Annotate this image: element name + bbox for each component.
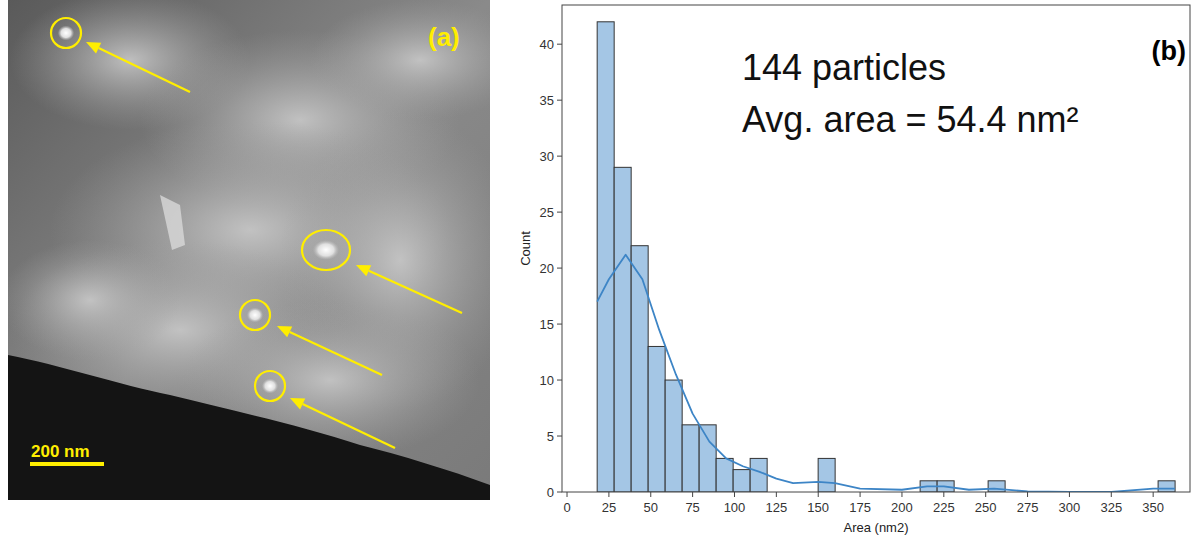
x-tick-label: 100 xyxy=(724,500,746,515)
y-tick xyxy=(557,44,562,45)
y-axis-title: Count xyxy=(518,231,533,266)
x-tick xyxy=(1111,492,1112,497)
y-tick xyxy=(557,156,562,157)
arrow-shaft xyxy=(290,332,382,375)
x-tick-label: 75 xyxy=(685,500,699,515)
histogram-bar xyxy=(1158,481,1175,492)
particle-circle xyxy=(51,18,81,48)
arrow-head xyxy=(86,42,101,53)
histogram-bar xyxy=(716,458,733,492)
y-tick-label: 35 xyxy=(540,93,554,108)
histogram-bar xyxy=(988,481,1005,492)
figure: (a)200 nm0255075100125150175200225250275… xyxy=(0,0,1202,548)
particle-circle xyxy=(240,300,270,330)
x-tick xyxy=(1153,492,1154,497)
x-axis-title: Area (nm2) xyxy=(843,520,908,535)
histogram-bar xyxy=(648,346,665,492)
y-tick-label: 30 xyxy=(540,149,554,164)
y-tick-label: 5 xyxy=(547,429,554,444)
x-tick xyxy=(734,492,735,497)
annotation: Avg. area = 54.4 nm² xyxy=(742,99,1079,140)
arrow-shaft xyxy=(99,48,190,92)
x-tick-label: 325 xyxy=(1100,500,1122,515)
y-tick xyxy=(557,492,562,493)
histogram-bar xyxy=(733,470,750,492)
x-tick-label: 125 xyxy=(766,500,788,515)
particle xyxy=(262,379,279,394)
particle-circle xyxy=(255,371,285,401)
x-tick-label: 0 xyxy=(563,500,570,515)
kde-line xyxy=(597,255,1175,492)
x-tick xyxy=(650,492,651,497)
histogram-bar xyxy=(750,458,767,492)
particle xyxy=(313,240,339,260)
x-tick xyxy=(776,492,777,497)
histogram-bar xyxy=(682,425,699,492)
y-tick-label: 20 xyxy=(540,261,554,276)
image-texture xyxy=(310,0,490,120)
y-tick xyxy=(557,268,562,269)
x-tick-label: 25 xyxy=(602,500,616,515)
x-tick-label: 250 xyxy=(975,500,997,515)
image-dark-region xyxy=(8,355,490,500)
plot-marks xyxy=(597,22,1175,492)
x-tick xyxy=(818,492,819,497)
y-tick xyxy=(557,212,562,213)
particle xyxy=(58,26,75,41)
scale-bar xyxy=(30,462,104,466)
x-tick-label: 300 xyxy=(1059,500,1081,515)
arrow-head xyxy=(277,326,292,337)
histogram-bar xyxy=(665,380,682,492)
y-tick xyxy=(557,380,562,381)
x-tick-label: 200 xyxy=(891,500,913,515)
histogram-bar xyxy=(597,22,614,492)
image-texture xyxy=(8,240,180,360)
x-tick-label: 350 xyxy=(1142,500,1164,515)
arrow-shaft xyxy=(303,404,395,448)
y-tick-label: 10 xyxy=(540,373,554,388)
x-tick-label: 150 xyxy=(807,500,829,515)
x-tick-label: 50 xyxy=(644,500,658,515)
x-tick xyxy=(692,492,693,497)
histogram-bar xyxy=(614,167,631,492)
plot-frame xyxy=(562,5,1190,492)
micrograph xyxy=(8,0,490,500)
arrow-head xyxy=(356,265,371,276)
histogram-bar xyxy=(818,458,835,492)
particle xyxy=(247,308,264,323)
arrow-shaft xyxy=(369,271,462,313)
x-tick xyxy=(860,492,861,497)
y-tick-label: 0 xyxy=(547,485,554,500)
x-tick xyxy=(567,492,568,497)
x-tick-label: 225 xyxy=(933,500,955,515)
y-tick-label: 15 xyxy=(540,317,554,332)
x-tick xyxy=(1069,492,1070,497)
x-tick xyxy=(985,492,986,497)
x-tick xyxy=(1027,492,1028,497)
histogram-bar xyxy=(631,246,648,492)
scale-bar-label: 200 nm xyxy=(31,442,90,461)
y-tick-label: 40 xyxy=(540,37,554,52)
panel-label: (a) xyxy=(428,22,460,52)
histogram-bar xyxy=(699,425,716,492)
annotation: 144 particles xyxy=(742,47,946,88)
particle-circle xyxy=(302,230,350,270)
panel-label: (b) xyxy=(1152,36,1186,66)
x-tick xyxy=(901,492,902,497)
x-tick xyxy=(608,492,609,497)
y-tick-label: 25 xyxy=(540,205,554,220)
arrow-head xyxy=(290,398,305,409)
y-tick xyxy=(557,436,562,437)
x-tick xyxy=(943,492,944,497)
image-streak xyxy=(160,195,185,250)
y-tick xyxy=(557,324,562,325)
x-tick-label: 175 xyxy=(849,500,871,515)
y-tick xyxy=(557,100,562,101)
x-tick-label: 275 xyxy=(1017,500,1039,515)
